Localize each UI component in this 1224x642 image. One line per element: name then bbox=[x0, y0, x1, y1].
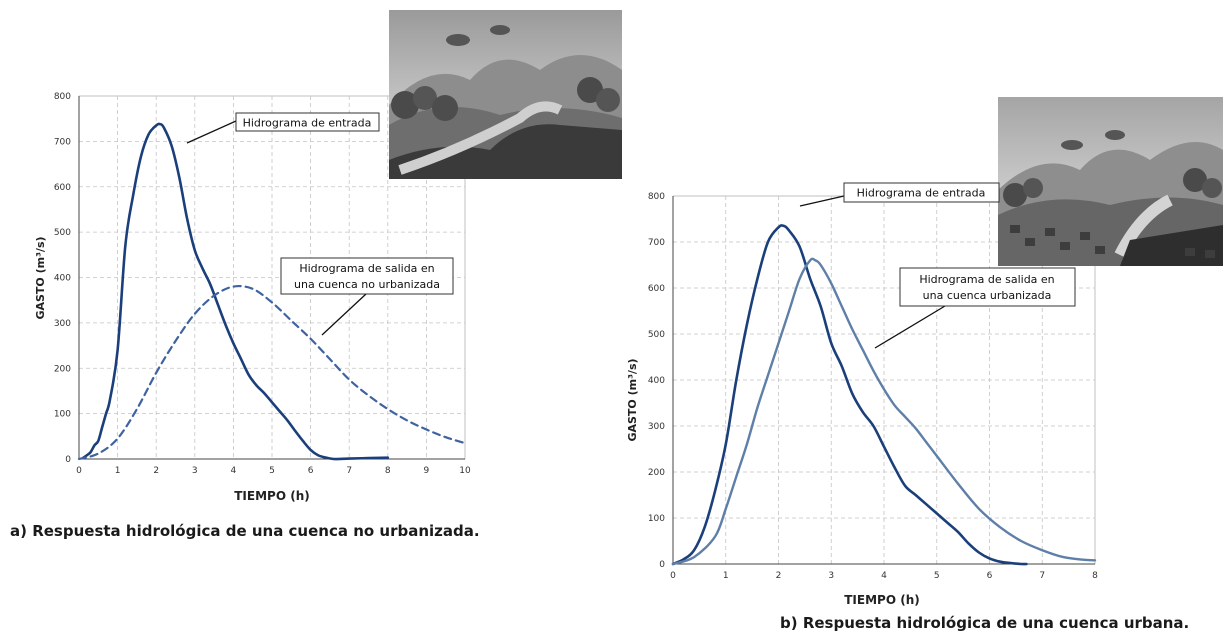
annotation-outflow-a-line2: una cuenca no urbanizada bbox=[294, 278, 440, 291]
x-tick-label: 5 bbox=[269, 466, 275, 476]
gridlines-a bbox=[78, 96, 465, 460]
y-tick-label: 300 bbox=[54, 319, 71, 329]
y-tick-label: 100 bbox=[648, 514, 665, 524]
y-tick-label: 100 bbox=[54, 410, 71, 420]
y-tick-label: 0 bbox=[659, 560, 665, 570]
y-tick-label: 0 bbox=[65, 455, 71, 465]
x-tick-label: 2 bbox=[776, 571, 782, 581]
y-tick-label: 700 bbox=[54, 137, 71, 147]
y-tick-label: 200 bbox=[648, 468, 665, 478]
x-tick-label: 6 bbox=[987, 571, 993, 581]
y-tick-label: 800 bbox=[648, 192, 665, 202]
series-line-outflow-b bbox=[671, 257, 1097, 566]
annotation-outflow-a-line1: Hidrograma de salida en bbox=[299, 262, 434, 275]
x-tick-label: 2 bbox=[153, 466, 159, 476]
y-tick-label: 600 bbox=[54, 183, 71, 193]
x-tick-label: 8 bbox=[1092, 571, 1098, 581]
x-tick-label: 9 bbox=[424, 466, 430, 476]
landscape-illustration-b bbox=[998, 97, 1223, 266]
annotation-inflow-b-text: Hidrograma de entrada bbox=[857, 187, 986, 200]
annotation-outflow-b: Hidrograma de salida en una cuenca urban… bbox=[874, 267, 1076, 349]
series-line-outflow-a bbox=[77, 284, 467, 461]
y-axis-label-a: GASTO (m³/s) bbox=[34, 236, 47, 319]
x-tick-label: 10 bbox=[459, 466, 471, 476]
x-axis-label-a: TIEMPO (h) bbox=[234, 489, 309, 503]
series-group-a bbox=[77, 122, 467, 461]
y-tick-label: 200 bbox=[54, 364, 71, 374]
y-tick-label: 300 bbox=[648, 422, 665, 432]
x-tick-label: 7 bbox=[346, 466, 352, 476]
annotation-inflow-b: Hidrograma de entrada bbox=[799, 182, 1000, 207]
x-tick-label: 3 bbox=[192, 466, 198, 476]
y-tick-label: 500 bbox=[648, 330, 665, 340]
annotation-inflow-a: Hidrograma de entrada bbox=[186, 112, 380, 144]
x-tick-label: 0 bbox=[670, 571, 676, 581]
y-tick-label: 600 bbox=[648, 284, 665, 294]
annotation-outflow-b-line2: una cuenca urbanizada bbox=[923, 289, 1052, 302]
x-tick-label: 0 bbox=[76, 466, 82, 476]
series-line-inflow-b bbox=[671, 224, 1028, 566]
caption-b: b) Respuesta hidrológica de una cuenca u… bbox=[780, 614, 1190, 632]
x-tick-label: 4 bbox=[231, 466, 237, 476]
tick-labels-b: 0 1 2 3 4 5 6 7 8 0 100 200 300 400 500 600 700 800 bbox=[648, 192, 1098, 581]
x-tick-label: 8 bbox=[385, 466, 391, 476]
y-tick-label: 700 bbox=[648, 238, 665, 248]
landscape-illustration-a bbox=[389, 10, 622, 179]
x-tick-label: 6 bbox=[308, 466, 314, 476]
x-tick-label: 1 bbox=[115, 466, 121, 476]
annotation-outflow-a: Hidrograma de salida en una cuenca no ur… bbox=[280, 257, 454, 336]
series-line-inflow-a bbox=[81, 122, 390, 461]
series-group-b bbox=[671, 224, 1097, 566]
annotation-outflow-b-line1: Hidrograma de salida en bbox=[919, 273, 1054, 286]
caption-a: a) Respuesta hidrológica de una cuenca n… bbox=[10, 522, 480, 540]
y-tick-label: 400 bbox=[54, 274, 71, 284]
y-tick-label: 500 bbox=[54, 228, 71, 238]
y-tick-label: 400 bbox=[648, 376, 665, 386]
x-tick-label: 1 bbox=[723, 571, 729, 581]
annotation-inflow-a-text: Hidrograma de entrada bbox=[243, 117, 372, 130]
x-tick-label: 3 bbox=[828, 571, 834, 581]
x-axis-label-b: TIEMPO (h) bbox=[844, 593, 919, 607]
x-tick-label: 5 bbox=[934, 571, 940, 581]
x-tick-label: 4 bbox=[881, 571, 887, 581]
x-tick-label: 7 bbox=[1039, 571, 1045, 581]
y-axis-label-b: GASTO (m³/s) bbox=[626, 358, 639, 441]
y-tick-label: 800 bbox=[54, 92, 71, 102]
